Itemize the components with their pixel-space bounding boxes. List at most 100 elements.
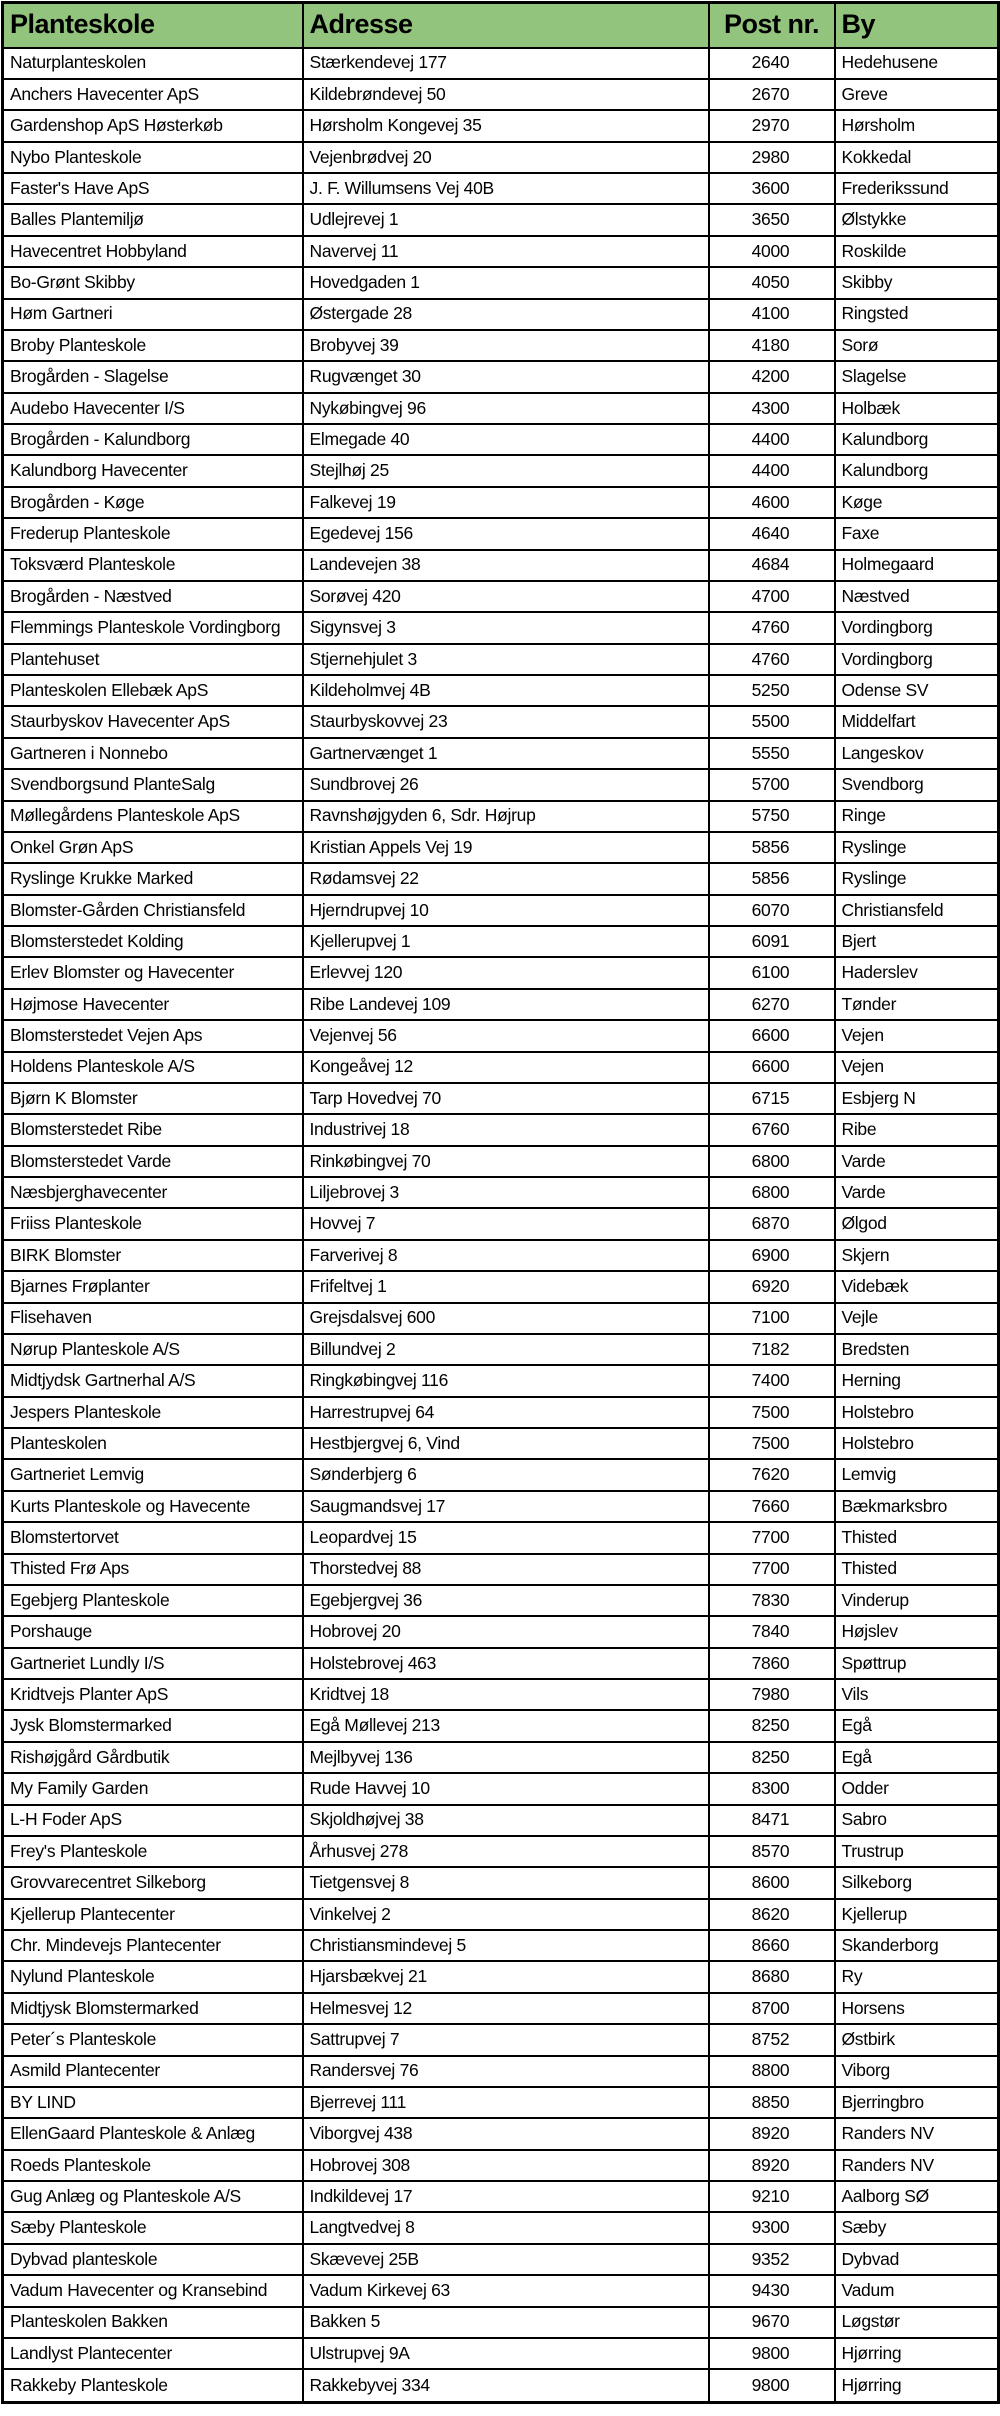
table-row: Naturplanteskolen Stærkendevej 177 2640 … [1, 46, 1000, 80]
cell-by: Kalundborg [833, 454, 1000, 488]
cell-by: Kjellerup [833, 1897, 1000, 1932]
cell-planteskole: Midtjysk Blomstermarked [1, 1991, 304, 2026]
cell-by: Varde [833, 1144, 1000, 1179]
cell-planteskole: Brogården - Køge [1, 485, 304, 520]
cell-postnr: 3650 [707, 203, 836, 237]
cell-by: Ry [833, 1960, 1000, 1994]
table-row: Planteskolen Ellebæk ApS Kildeholmvej 4B… [1, 673, 1000, 708]
header-row: Planteskole Adresse Post nr. By [1, 1, 1000, 49]
cell-postnr: 6870 [707, 1207, 836, 1241]
cell-adresse: Bjerrevej 111 [301, 2085, 710, 2120]
cell-planteskole: Onkel Grøn ApS [1, 830, 304, 865]
cell-by: Randers NV [833, 2117, 1000, 2151]
table-row: Thisted Frø Aps Thorstedvej 88 7700 This… [1, 1552, 1000, 1586]
header-by: By [833, 1, 1000, 49]
cell-postnr: 2980 [707, 140, 836, 175]
cell-adresse: Hjarsbækvej 21 [301, 1960, 710, 1994]
cell-by: Videbæk [833, 1270, 1000, 1304]
cell-adresse: J. F. Willumsens Vej 40B [301, 171, 710, 206]
cell-planteskole: Gartneriet Lemvig [1, 1458, 304, 1492]
cell-planteskole: BIRK Blomster [1, 1238, 304, 1273]
cell-postnr: 7182 [707, 1332, 836, 1367]
cell-planteskole: Næsbjerghavecenter [1, 1175, 304, 1210]
cell-by: Egå [833, 1709, 1000, 1743]
cell-planteskole: Kjellerup Plantecenter [1, 1897, 304, 1932]
cell-planteskole: Bo-Grønt Skibby [1, 266, 304, 300]
cell-adresse: Østergade 28 [301, 297, 710, 331]
cell-planteskole: Højmose Havecenter [1, 987, 304, 1022]
cell-by: Slagelse [833, 360, 1000, 394]
cell-postnr: 9210 [707, 2179, 836, 2214]
cell-adresse: Ulstrupvej 9A [301, 2336, 710, 2371]
table-row: Grovvarecentret Silkeborg Tietgensvej 8 … [1, 1866, 1000, 1900]
cell-postnr: 7500 [707, 1395, 836, 1430]
cell-planteskole: Toksværd Planteskole [1, 548, 304, 582]
cell-planteskole: Blomstertorvet [1, 1521, 304, 1555]
cell-planteskole: Chr. Mindevejs Plantecenter [1, 1928, 304, 1963]
cell-postnr: 8471 [707, 1803, 836, 1837]
table-row: Brogården - Slagelse Rugvænget 30 4200 S… [1, 360, 1000, 394]
cell-by: Vils [833, 1677, 1000, 1712]
cell-postnr: 7400 [707, 1364, 836, 1398]
cell-by: Thisted [833, 1521, 1000, 1555]
cell-adresse: Brobyvej 39 [301, 328, 710, 363]
cell-by: Ølstykke [833, 203, 1000, 237]
cell-by: Herning [833, 1364, 1000, 1398]
cell-planteskole: Jysk Blomstermarked [1, 1709, 304, 1743]
cell-planteskole: Frey's Planteskole [1, 1834, 304, 1869]
cell-planteskole: Planteskolen [1, 1426, 304, 1461]
cell-postnr: 7830 [707, 1583, 836, 1618]
cell-adresse: Udlejrevej 1 [301, 203, 710, 237]
cell-by: Svendborg [833, 768, 1000, 802]
cell-planteskole: Faster's Have ApS [1, 171, 304, 206]
header-planteskole: Planteskole [1, 1, 304, 49]
cell-adresse: Mejlbyvej 136 [301, 1740, 710, 1775]
cell-planteskole: Jespers Planteskole [1, 1395, 304, 1430]
table-row: Blomstertorvet Leopardvej 15 7700 Thiste… [1, 1521, 1000, 1555]
cell-postnr: 6100 [707, 956, 836, 990]
cell-adresse: Erlevvej 120 [301, 956, 710, 990]
cell-by: Thisted [833, 1552, 1000, 1586]
cell-postnr: 8752 [707, 2023, 836, 2057]
cell-adresse: Saugmandsvej 17 [301, 1489, 710, 1524]
cell-by: Løgstør [833, 2305, 1000, 2339]
cell-planteskole: Staurbyskov Havecenter ApS [1, 705, 304, 739]
cell-planteskole: Møllegårdens Planteskole ApS [1, 799, 304, 833]
cell-postnr: 5250 [707, 673, 836, 708]
cell-by: Middelfart [833, 705, 1000, 739]
table-row: Audebo Havecenter I/S Nykøbingvej 96 430… [1, 391, 1000, 426]
cell-by: Ringe [833, 799, 1000, 833]
cell-planteskole: Peter´s Planteskole [1, 2023, 304, 2057]
cell-by: Kokkedal [833, 140, 1000, 175]
table-row: Bjarnes Frøplanter Frifeltvej 1 6920 Vid… [1, 1270, 1000, 1304]
cell-postnr: 9800 [707, 2336, 836, 2371]
cell-by: Lemvig [833, 1458, 1000, 1492]
table-row: Friiss Planteskole Hovvej 7 6870 Ølgod [1, 1207, 1000, 1241]
cell-adresse: Egå Møllevej 213 [301, 1709, 710, 1743]
cell-by: Aalborg SØ [833, 2179, 1000, 2214]
cell-adresse: Elmegade 40 [301, 422, 710, 457]
cell-postnr: 5700 [707, 768, 836, 802]
cell-adresse: Gartnervænget 1 [301, 736, 710, 771]
cell-postnr: 6600 [707, 1019, 836, 1053]
table-row: BIRK Blomster Farverivej 8 6900 Skjern [1, 1238, 1000, 1273]
cell-by: Østbirk [833, 2023, 1000, 2057]
cell-by: Holbæk [833, 391, 1000, 426]
table-row: Blomsterstedet Ribe Industrivej 18 6760 … [1, 1113, 1000, 1147]
cell-postnr: 9300 [707, 2211, 836, 2245]
cell-by: Vordingborg [833, 642, 1000, 677]
cell-by: Tønder [833, 987, 1000, 1022]
cell-adresse: Navervej 11 [301, 234, 710, 269]
cell-by: Silkeborg [833, 1866, 1000, 1900]
cell-planteskole: Vadum Havecenter og Kransebind [1, 2274, 304, 2308]
cell-planteskole: Holdens Planteskole A/S [1, 1050, 304, 1084]
cell-adresse: Stærkendevej 177 [301, 46, 710, 80]
cell-adresse: Langtvedvej 8 [301, 2211, 710, 2245]
cell-adresse: Leopardvej 15 [301, 1521, 710, 1555]
cell-by: Horsens [833, 1991, 1000, 2026]
cell-postnr: 8800 [707, 2054, 836, 2088]
cell-postnr: 8920 [707, 2117, 836, 2151]
cell-postnr: 8920 [707, 2148, 836, 2183]
cell-postnr: 4180 [707, 328, 836, 363]
